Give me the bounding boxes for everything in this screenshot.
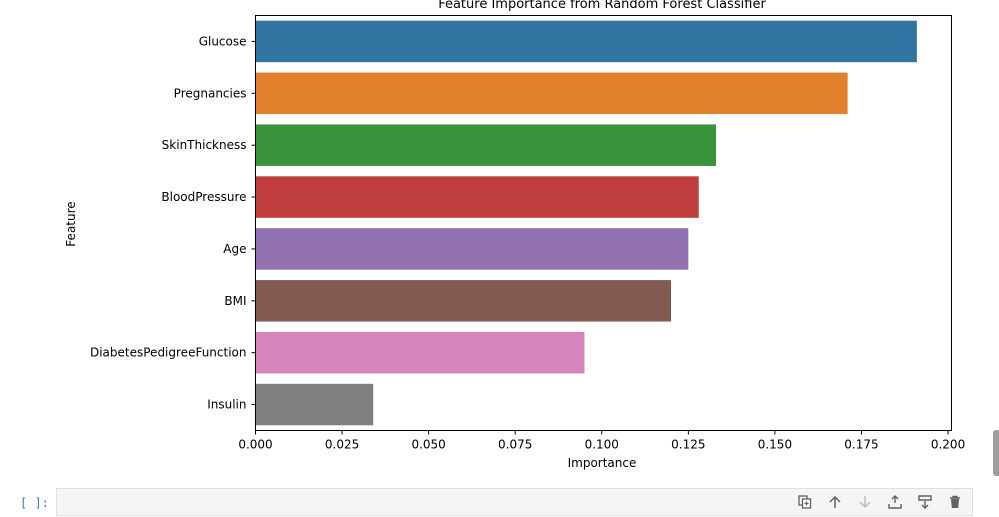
duplicate-cell-button[interactable] [793,492,817,512]
move-up-icon [829,495,841,508]
x-tick-label: 0.150 [758,438,792,452]
move-up-button[interactable] [823,492,847,512]
bar-bloodpressure [255,176,699,218]
chart-title: Feature Importance from Random Forest Cl… [438,0,766,12]
x-tick-label: 0.125 [671,438,705,452]
scrollbar-thumb[interactable] [993,430,999,476]
duplicate-icon [798,495,812,509]
x-axis-label: Importance [568,456,637,470]
bar-skinthickness [255,124,717,166]
bar-chart: Feature Importance from Random Forest Cl… [64,0,965,470]
x-tick-label: 0.175 [844,438,878,452]
y-tick-label: SkinThickness [162,138,247,152]
x-tick-label: 0.075 [498,438,532,452]
insert-above-icon [888,495,902,509]
code-cell-input[interactable] [56,488,973,516]
bar-age [255,228,689,270]
x-tick-label: 0.025 [325,438,359,452]
cell-toolbar [793,492,967,512]
x-tick-label: 0.100 [585,438,619,452]
y-tick-label: DiabetesPedigreeFunction [90,346,247,360]
move-down-icon [859,496,871,509]
insert-below-button[interactable] [913,492,937,512]
move-down-button[interactable] [853,492,877,512]
delete-icon [950,495,960,508]
bar-diabetespedigreefunction [255,331,585,374]
bar-pregnancies [255,72,848,115]
y-tick-label: Glucose [199,34,247,48]
bar-bmi [255,280,672,322]
y-axis-label: Feature [64,201,78,246]
delete-cell-button[interactable] [943,492,967,512]
x-tick-label: 0.000 [238,438,272,452]
y-tick-label: Pregnancies [174,86,247,100]
plot-frame [255,15,952,431]
y-tick-label: Age [223,242,246,256]
x-tick-label: 0.050 [411,438,445,452]
x-tick-label: 0.200 [931,438,965,452]
cell-prompt: [ ]: [20,496,49,510]
bar-insulin [255,383,374,426]
bar-glucose [255,20,917,63]
y-tick-label: BloodPressure [161,190,246,204]
y-tick-label: BMI [224,294,246,308]
insert-above-button[interactable] [883,492,907,512]
insert-below-icon [918,495,932,509]
y-tick-label: Insulin [207,398,246,412]
